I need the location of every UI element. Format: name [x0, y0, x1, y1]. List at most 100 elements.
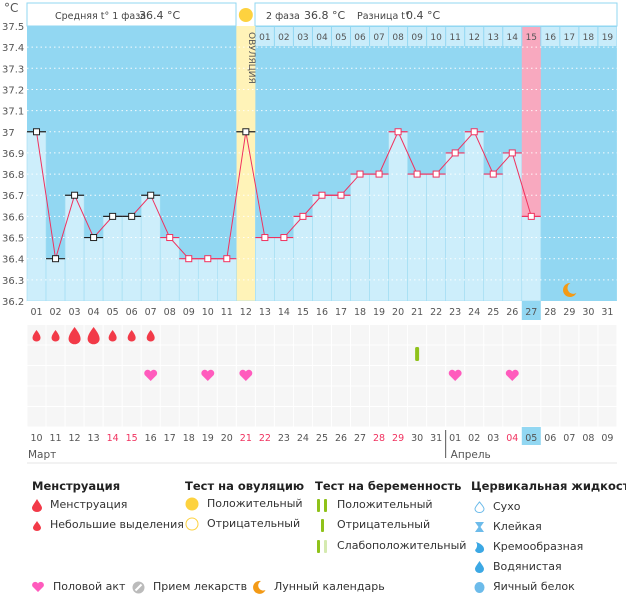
date-label: 29 [392, 433, 404, 444]
phase2-day-cell [579, 27, 598, 46]
temperature-point [71, 191, 79, 199]
symbol-cell [408, 386, 427, 406]
phase2-day-cell [293, 27, 312, 46]
heart-icon [32, 581, 44, 592]
y-tick-label: 37.3 [2, 64, 24, 75]
symbol-cell [560, 366, 579, 386]
temperature-bar [255, 237, 275, 302]
egg-icon [474, 582, 485, 593]
month-label: Март [28, 449, 56, 461]
symbol-cell [179, 345, 198, 365]
symbol-cell [27, 366, 46, 386]
cycle-day-label: 13 [259, 307, 271, 318]
phase2-day-cell [446, 27, 465, 46]
phase2-day-cell [370, 27, 389, 46]
legend-cervical-dry: Сухо [474, 500, 520, 513]
phase2-day-label: 17 [564, 33, 575, 43]
symbol-cell [84, 386, 103, 406]
drop-outline-icon [474, 501, 485, 513]
legend-ovulation-positive: Положительный [185, 497, 303, 511]
phase2-day-cell [541, 27, 560, 46]
date-label: 18 [183, 433, 195, 444]
symbol-cell [331, 325, 351, 345]
symbol-cell [370, 407, 389, 427]
symbol-cell [541, 407, 560, 427]
y-tick-label: 37.2 [2, 85, 24, 96]
phase2-day-label: 03 [297, 33, 308, 43]
spotting-drop-icon [108, 330, 117, 342]
symbol-cell [484, 407, 503, 427]
symbol-cell [255, 386, 274, 406]
legend-label: Лунный календарь [274, 580, 385, 593]
temperature-bar [388, 131, 408, 302]
symbol-cell [408, 325, 427, 345]
symbol-cell [446, 407, 465, 427]
y-tick-label: 36.4 [2, 255, 24, 266]
symbol-cell [103, 386, 122, 406]
temperature-point [337, 191, 345, 199]
symbol-cell [217, 386, 236, 406]
legend-label: Небольшие выделения [50, 518, 184, 531]
cycle-day-label: 10 [202, 307, 214, 318]
date-label: 31 [430, 433, 442, 444]
temperature-point [261, 234, 269, 242]
date-label: 15 [126, 433, 138, 444]
symbol-cell [122, 366, 141, 386]
cycle-day-label: 16 [316, 307, 328, 318]
symbol-cell [484, 366, 503, 386]
date-label: 14 [107, 433, 119, 444]
symbol-cell [427, 407, 446, 427]
symbol-cell [522, 366, 541, 386]
temperature-point [33, 128, 41, 136]
symbol-cell [293, 386, 312, 406]
y-tick-label: 36.5 [2, 234, 24, 245]
legend-ovulation-negative: Отрицательный [185, 517, 300, 531]
symbol-cell [179, 325, 198, 345]
temperature-bar [178, 258, 199, 302]
cycle-day-label: 25 [487, 307, 499, 318]
today-column [521, 46, 541, 217]
spotting-drop-icon [146, 330, 155, 342]
legend-label: Сухо [493, 500, 521, 513]
phase2-day-label: 08 [392, 33, 404, 43]
symbol-cell [160, 345, 179, 365]
symbol-cell [598, 407, 617, 427]
symbol-cell [370, 366, 389, 386]
heart-icon [505, 369, 519, 381]
phase2-day-label: 04 [316, 33, 328, 43]
heart-icon [239, 369, 253, 381]
date-label: 09 [601, 433, 613, 444]
temperature-point [166, 234, 174, 242]
symbol-cell [465, 386, 484, 406]
symbol-cell [217, 325, 236, 345]
cycle-day-label: 14 [278, 307, 290, 318]
symbol-cell [522, 345, 541, 365]
symbol-cell [579, 345, 598, 365]
phase2-day-label: 05 [335, 33, 346, 43]
phase2-day-label: 12 [468, 33, 479, 43]
symbol-cell [255, 325, 274, 345]
symbol-cell [560, 325, 579, 345]
symbol-cell [179, 366, 198, 386]
temperature-point [318, 191, 326, 199]
temperature-point [527, 212, 535, 220]
legend-medication: Прием лекарств [132, 580, 247, 594]
symbol-cell [65, 407, 84, 427]
legend-cervical-eggwhite: Яичный белок [474, 580, 575, 593]
symbol-cell [427, 386, 446, 406]
cycle-day-label: 26 [506, 307, 518, 318]
symbol-cell [579, 407, 598, 427]
symbol-cell [103, 345, 122, 365]
y-tick-label: 36.2 [2, 297, 24, 308]
symbol-cell [351, 407, 370, 427]
temperature-point [470, 128, 478, 136]
symbol-cell [560, 345, 579, 365]
symbol-cell [351, 366, 370, 386]
cycle-day-label: 19 [373, 307, 385, 318]
temperature-point [508, 149, 516, 157]
symbol-cell [389, 366, 408, 386]
date-label: 04 [506, 433, 518, 444]
cycle-day-label: 20 [392, 307, 404, 318]
y-tick-label: 36.6 [2, 212, 24, 223]
date-label: 21 [240, 433, 252, 444]
